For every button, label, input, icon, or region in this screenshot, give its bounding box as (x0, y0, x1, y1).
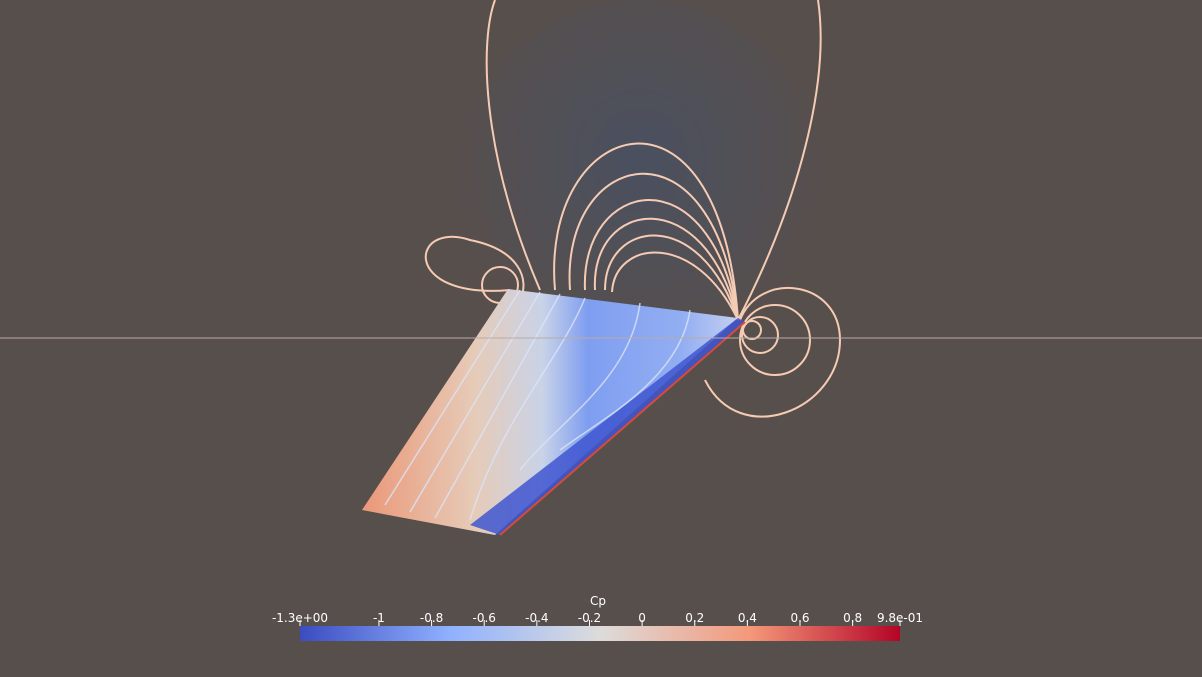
contour-line (553, 142, 739, 321)
contour-line (604, 234, 739, 321)
contour-line (741, 316, 779, 354)
tick-label: -1.3e+00 (272, 611, 328, 625)
tick-label: 0.8 (843, 611, 862, 625)
contour-line (485, 0, 541, 291)
tick-label: -1 (373, 611, 385, 625)
contour-line (424, 235, 525, 301)
color-legend: Cp -1.3e+00 -1 -0.8 -0.6 -0.4 -0.2 0 0.2 0.4 0.6 0… (272, 594, 923, 641)
contour-line (384, 289, 521, 506)
contour-line (739, 304, 811, 376)
contour-line (519, 302, 641, 471)
tick-label: -0.6 (472, 611, 495, 625)
contour-line (593, 217, 739, 321)
wing-surface (362, 289, 738, 535)
tick-label: 0.6 (790, 611, 809, 625)
colorbar-gradient (300, 626, 900, 641)
tick-label: -0.8 (420, 611, 443, 625)
tick-label: -0.4 (525, 611, 548, 625)
leading-edge (499, 321, 746, 536)
contour-line (742, 320, 762, 340)
contour-line (434, 293, 561, 519)
leading-edge-suction (470, 318, 745, 535)
contour-line (583, 199, 739, 321)
contours (424, 0, 842, 418)
tick-label: 9.8e-01 (877, 611, 923, 625)
tick-label: 0.2 (685, 611, 704, 625)
contour-line (704, 286, 842, 418)
tick-label: 0 (638, 611, 646, 625)
contour-line (568, 172, 739, 321)
tick-label: -0.2 (578, 611, 601, 625)
contour-line (409, 291, 541, 513)
contour-line (737, 0, 822, 321)
contour-line (469, 297, 586, 521)
surface-contours (384, 289, 691, 521)
colorbar-title: Cp (590, 594, 606, 608)
tick-label: 0.4 (738, 611, 757, 625)
contour-line (611, 251, 739, 321)
contour-line (559, 309, 691, 451)
